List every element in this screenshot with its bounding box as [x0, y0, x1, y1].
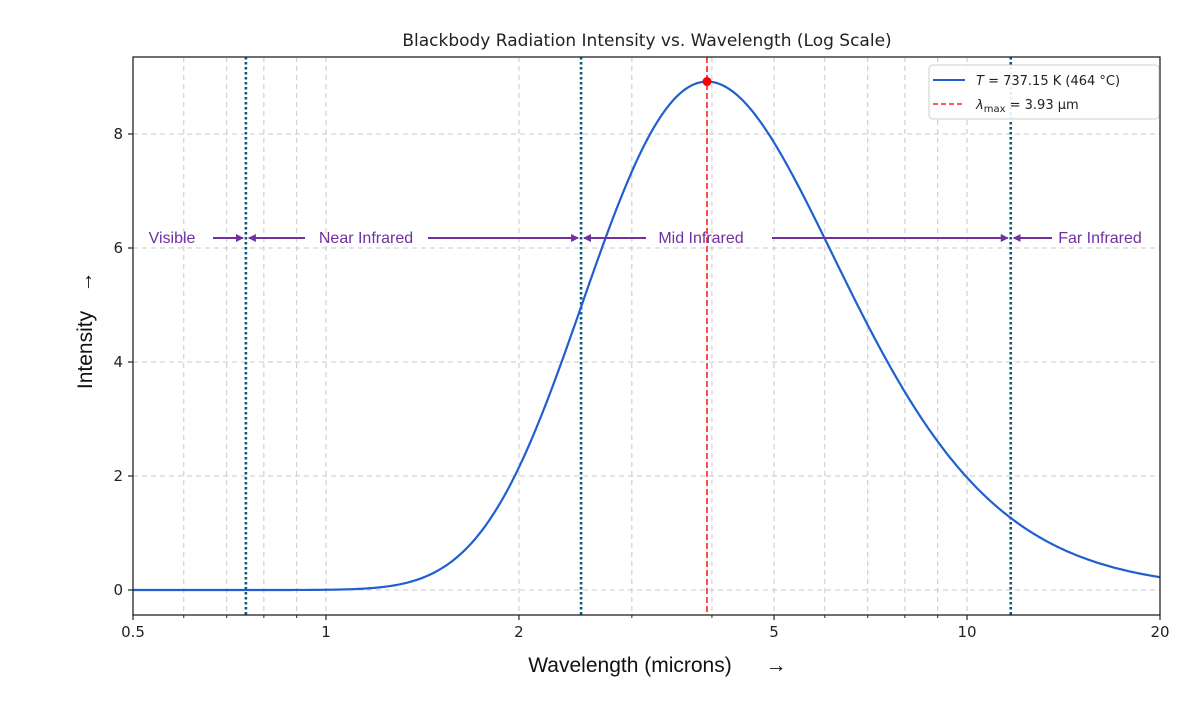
x-tick-label: 5: [769, 623, 779, 641]
intensity-curve: [133, 80, 1161, 592]
y-tick-label: 2: [113, 467, 123, 485]
y-axis-arrow-icon: →: [74, 272, 97, 293]
y-tick-label: 6: [113, 239, 123, 257]
region-annotations: Visible Near Infrared Mid Infrared Far I…: [149, 230, 1142, 247]
x-tick-label: 10: [957, 623, 976, 641]
y-axis-title: Intensity: [74, 310, 97, 389]
legend-label-peak: λmax = 3.93 μm: [975, 98, 1079, 115]
x-tick-label: 1: [321, 623, 331, 641]
ticks: 0.5 1 2 5 10 20 0 2 4 6 8: [113, 125, 1169, 641]
x-axis-label: Wavelength (microns) →: [528, 654, 786, 677]
x-tick-label: 2: [514, 623, 524, 641]
axes: [132, 56, 1161, 616]
x-tick-label: 20: [1150, 623, 1169, 641]
region-label-mid-infrared: Mid Infrared: [658, 230, 743, 247]
region-label-far-infrared: Far Infrared: [1058, 230, 1142, 247]
y-tick-label: 4: [113, 353, 123, 371]
grid: [133, 57, 1160, 615]
chart-title: Blackbody Radiation Intensity vs. Wavele…: [402, 31, 891, 51]
legend: T = 737.15 K (464 °C) λmax = 3.93 μm: [928, 64, 1160, 120]
y-tick-label: 8: [113, 125, 123, 143]
region-boundaries: [244, 57, 1013, 615]
y-axis-label: Intensity →: [74, 272, 97, 390]
x-tick-label: 0.5: [121, 623, 145, 641]
y-tick-label: 0: [113, 581, 123, 599]
x-axis-arrow-icon: →: [766, 654, 787, 677]
region-label-near-infrared: Near Infrared: [319, 230, 413, 247]
region-label-visible: Visible: [149, 230, 196, 247]
x-axis-title: Wavelength (microns): [528, 654, 731, 677]
plot-frame: [132, 56, 1161, 616]
legend-box: [928, 64, 1160, 120]
legend-label-curve: T = 737.15 K (464 °C): [976, 74, 1120, 89]
series-group: [133, 77, 1161, 592]
peak-marker: [702, 77, 712, 87]
